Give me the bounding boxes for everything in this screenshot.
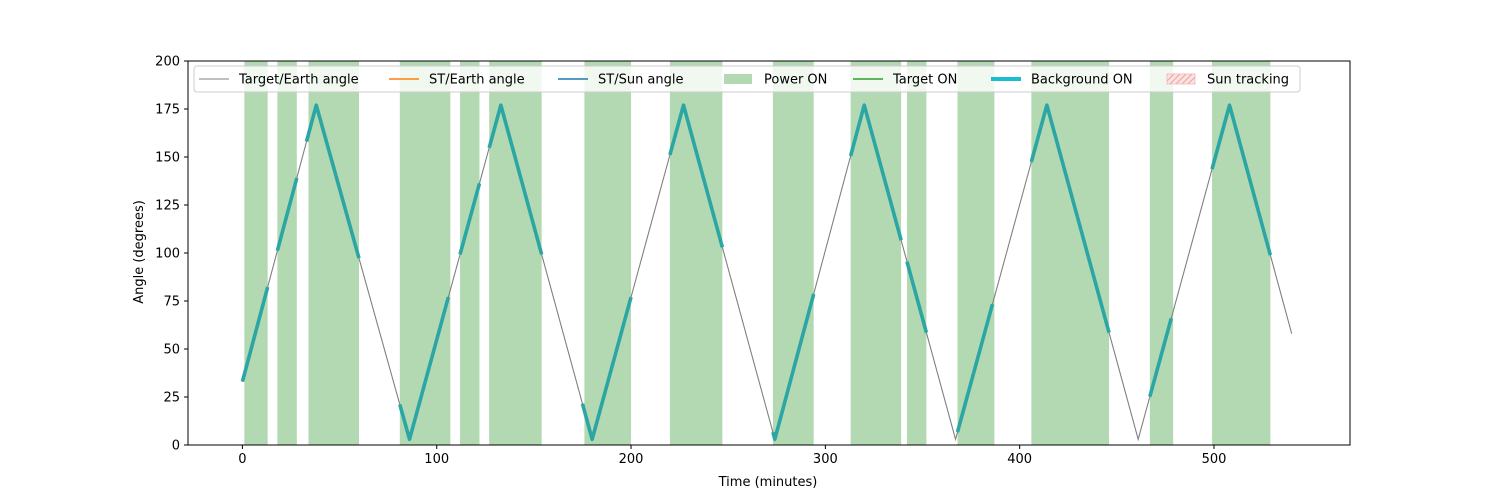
power-on-band-12: [1031, 61, 1110, 445]
y-tick-label: 25: [163, 391, 180, 406]
power-on-band-1: [277, 61, 297, 445]
legend-label: Target ON: [892, 73, 957, 88]
y-tick-label: 0: [172, 439, 180, 454]
power-on-band-2: [308, 61, 359, 445]
x-axis-label: Time (minutes): [718, 475, 818, 490]
background-on-segment-11: [955, 303, 995, 433]
plot-frame: [187, 60, 1351, 446]
legend: Target/Earth angle ST/Earth angle ST/Sun a…: [193, 65, 1301, 93]
legend-label: Power ON: [764, 73, 827, 88]
background-on-segment-3: [398, 296, 451, 442]
series-lines: [240, 103, 1293, 442]
background-on-segment-4: [458, 182, 482, 255]
power-on-bands: [244, 61, 1271, 445]
power-on-band-10: [906, 61, 927, 445]
y-tick-label: 175: [155, 103, 180, 118]
x-tick-label: 400: [1007, 452, 1032, 467]
legend-entry-3: Power ON: [724, 73, 827, 88]
legend-label: ST/Sun angle: [598, 73, 684, 88]
legend-entry-1: ST/Earth angle: [389, 73, 525, 88]
legend-label: Sun tracking: [1207, 73, 1289, 88]
legend-entry-2: ST/Sun angle: [558, 73, 684, 88]
power-on-band-8: [772, 61, 814, 445]
x-tick-label: 300: [813, 452, 838, 467]
legend-entry-4: Target ON: [853, 73, 957, 88]
background-on-segment-9: [848, 103, 903, 241]
background-on-segment-8: [771, 293, 816, 442]
legend-hatch-swatch: [1166, 73, 1196, 85]
power-on-band-4: [460, 61, 480, 445]
background-on-segment-13: [1148, 317, 1173, 398]
power-on-band-11: [957, 61, 995, 445]
y-tick-label: 50: [163, 343, 180, 358]
legend-entry-6: Sun tracking: [1166, 73, 1289, 88]
y-tick-label: 100: [155, 247, 180, 262]
power-on-band-7: [669, 61, 723, 445]
y-tick-label: 75: [163, 295, 180, 310]
legend-patch-swatch: [724, 74, 752, 84]
y-tick-label: 200: [155, 55, 180, 70]
y-axis-label: Angle (degrees): [132, 200, 147, 304]
background-on-segment-10: [905, 261, 929, 334]
power-on-band-14: [1212, 61, 1271, 445]
x-tick-label: 500: [1202, 452, 1227, 467]
axis-ticks: 0 100 200 300 400 500 0 25 50 75 100 125 150 175 200: [155, 55, 1226, 468]
y-tick-label: 125: [155, 199, 180, 214]
background-on-segment-0: [240, 286, 270, 383]
legend-entry-0: Target/Earth angle: [199, 73, 359, 88]
power-on-band-5: [489, 61, 542, 445]
background-on-segment-7: [668, 103, 725, 248]
legend-label: Target/Earth angle: [238, 73, 359, 88]
legend-entry-5: Background ON: [991, 73, 1133, 88]
legend-label: ST/Earth angle: [429, 73, 525, 88]
background-on-segment-2: [304, 103, 361, 259]
power-on-band-13: [1149, 61, 1174, 445]
x-tick-label: 100: [424, 452, 449, 467]
background-on-segment-14: [1210, 103, 1273, 256]
power-on-band-9: [850, 61, 902, 445]
background-on-segment-1: [275, 177, 299, 252]
legend-label: Background ON: [1031, 73, 1133, 88]
x-tick-label: 0: [238, 452, 246, 467]
background-on-segment-12: [1029, 103, 1111, 334]
x-tick-label: 200: [619, 452, 644, 467]
y-tick-label: 150: [155, 151, 180, 166]
axes-frame: [187, 60, 1351, 446]
background-on-segment-5: [487, 103, 544, 255]
background-on-segment-6: [580, 296, 633, 442]
power-on-band-0: [244, 61, 268, 445]
